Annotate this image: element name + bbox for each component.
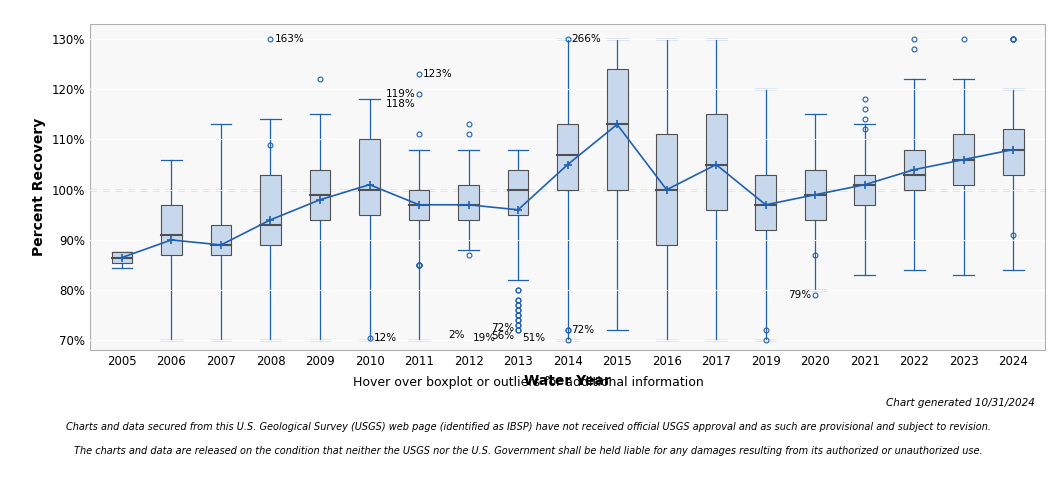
Y-axis label: Percent Recovery: Percent Recovery [32, 118, 45, 256]
Bar [904, 150, 925, 190]
Text: 72%: 72% [571, 325, 595, 336]
Text: 118%: 118% [385, 99, 415, 109]
Bar [954, 134, 974, 185]
Bar [607, 69, 627, 190]
Bar [854, 175, 875, 205]
Text: Charts and data secured from this U.S. Geological Survey (USGS) web page (identi: Charts and data secured from this U.S. G… [65, 421, 991, 432]
Text: 51%: 51% [522, 333, 545, 343]
Bar [458, 185, 479, 220]
Bar [309, 169, 331, 220]
Text: 72%: 72% [491, 323, 514, 333]
Bar [558, 124, 578, 190]
Bar [705, 114, 727, 210]
Text: 19%: 19% [472, 333, 495, 343]
Bar [755, 175, 776, 230]
Bar [409, 190, 430, 220]
Text: 79%: 79% [788, 290, 811, 300]
Text: 163%: 163% [275, 34, 304, 44]
Bar [162, 205, 182, 255]
Bar [112, 252, 132, 263]
Text: The charts and data are released on the condition that neither the USGS nor the : The charts and data are released on the … [74, 445, 982, 456]
Text: 56%: 56% [491, 331, 514, 341]
X-axis label: Water Year: Water Year [524, 374, 611, 388]
Text: 12%: 12% [374, 333, 397, 343]
Bar [210, 225, 231, 255]
Bar [260, 175, 281, 245]
Text: Chart generated 10/31/2024: Chart generated 10/31/2024 [886, 397, 1035, 408]
Text: 119%: 119% [385, 89, 415, 99]
Bar [1003, 130, 1023, 175]
Bar [805, 169, 826, 220]
Bar [359, 140, 380, 215]
Bar [508, 169, 528, 215]
Text: Hover over boxplot or outliers for additional information: Hover over boxplot or outliers for addit… [353, 376, 703, 389]
Bar [656, 134, 677, 245]
Text: 266%: 266% [571, 34, 601, 44]
Text: 123%: 123% [423, 69, 453, 79]
Text: 2%: 2% [448, 330, 465, 340]
